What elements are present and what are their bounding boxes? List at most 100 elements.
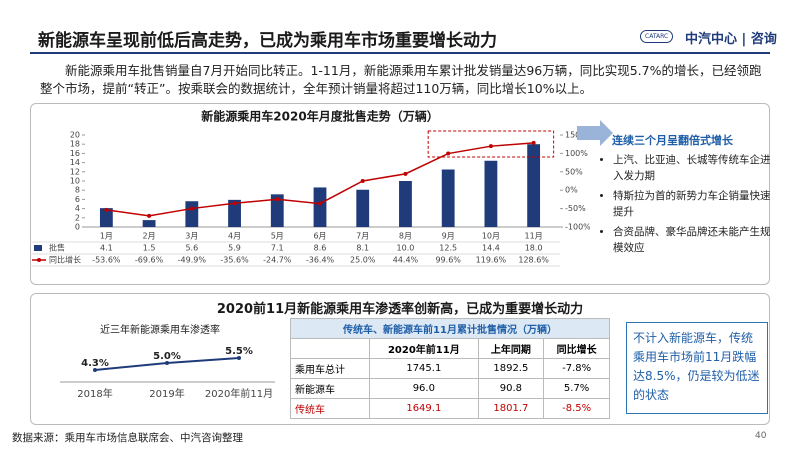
table-cell: 传统车 [289,398,371,419]
y-tick-label: 20 [70,131,80,140]
point [237,356,241,360]
value-label: 14.4 [482,244,500,253]
y-tick-label: 0 [75,223,80,232]
header-cell: 2020年前11月 [369,338,479,359]
point [104,207,109,212]
x-tick-label: 2018年 [77,387,112,400]
point [165,361,169,365]
table-cell: 乘用车总计 [289,358,371,379]
legend-label: 同比增长 [49,255,81,265]
legend-label: 批售 [49,243,65,253]
bar [142,220,156,227]
x-tick-label: 9月 [442,232,455,241]
bar [441,169,455,227]
table-cell: 5.7% [543,378,610,399]
table-cell: 90.8 [477,378,545,399]
y-tick-label: 14 [70,158,80,167]
bar [185,201,199,227]
value-label: 5.0% [153,351,181,362]
table-cell: 1801.7 [477,398,545,419]
header-title: 新能源车呈现前低后高走势，已成为乘用车市场重要增长动力 [38,31,497,51]
y-tick-label: 10 [70,177,80,186]
x-tick-label: 4月 [228,232,241,241]
legend-swatch [34,245,42,251]
y-tick-label: 18 [70,140,80,149]
value-label: 5.5% [225,346,253,357]
y-tick-label: 16 [70,149,80,158]
header-cell: 上年同期 [477,338,545,359]
point [531,140,536,145]
legend-swatch [37,258,41,262]
y-tick-label: 6 [75,195,80,204]
value-label: -49.9% [178,256,207,265]
y2-tick-label: 0% [565,186,578,195]
value-label: 5.6 [185,244,198,253]
table-title: 传统车、新能源车前11月累计批售情况（万辆） [290,318,610,339]
point [403,171,408,176]
bar [527,144,541,227]
table-cell: 新能源车 [289,378,371,399]
table-cell: 1649.1 [369,398,479,419]
header-cell: 同比增长 [543,338,610,359]
bar [270,194,284,227]
page-number: 40 [755,431,767,441]
bar [356,189,370,227]
logo: 中汽中心 | 咨询 [685,32,777,47]
header-rule [30,52,770,54]
header-cell [289,338,371,359]
y2-tick-label: 150% [565,131,588,140]
bar [228,199,241,227]
table-row: 传统车 1649.1 1801.7 -8.5% [289,398,610,419]
bullet: 上汽、比亚迪、长城等传统车企进入发力期 [613,152,773,184]
value-label: 25.0% [350,256,376,265]
point [275,197,280,202]
value-label: 4.3% [81,358,109,369]
value-label: 44.4% [393,256,419,265]
point [446,151,451,156]
value-label: 8.1 [356,244,369,253]
sidebar-heading: 连续三个月呈翻倍式增长 [612,134,733,147]
table-cell: 96.0 [369,378,479,399]
y2-tick-label: 50% [565,167,583,176]
value-label: 1.5 [143,244,156,253]
logo-badge: CATARC [640,30,674,43]
table-cell: 1892.5 [477,358,545,379]
x-tick-label: 2月 [143,232,156,241]
value-label: 10.0 [397,244,415,253]
point [147,213,152,218]
table: 传统车、新能源车前11月累计批售情况（万辆） 2020年前11月 上年同期 同比增长… [289,318,610,419]
value-label: 128.6% [518,256,549,265]
value-label: 4.1 [100,244,113,253]
value-label: -35.6% [220,256,249,265]
x-tick-label: 8月 [399,232,412,241]
table-header: 2020年前11月 上年同期 同比增长 [289,338,610,359]
y-tick-label: 2 [75,213,80,222]
bullet: 合资品牌、豪华品牌还未能产生规模效应 [613,224,773,256]
value-label: 7.1 [271,244,284,253]
table-row: 新能源车 96.0 90.8 5.7% [289,378,610,399]
x-tick-label: 2019年 [149,387,184,400]
point [189,206,194,211]
x-tick-label: 10月 [482,232,500,241]
y2-tick-label: -100% [565,223,590,232]
highlight-box [427,130,555,158]
panel [30,103,770,285]
x-tick-label: 6月 [313,232,326,241]
y-tick-label: 4 [75,204,80,213]
bar [313,187,327,227]
note: 不计入新能源车，传统乘用车市场前11月跌幅达8.5%，仍是较为低迷的状态 [626,322,768,414]
x-tick-label: 3月 [185,232,198,241]
x-tick-label: 2020年前11月 [205,387,273,400]
x-tick-label: 1月 [100,232,113,241]
chart-title: 近三年新能源乘用车渗透率 [100,323,220,336]
bar [399,181,412,227]
point [93,368,97,372]
value-label: -36.4% [306,256,335,265]
table-row: 乘用车总计 1745.1 1892.5 -7.8% [289,358,610,379]
panel [30,293,770,425]
table-cell: 1745.1 [369,358,479,379]
point [318,201,322,206]
chart: 近三年新能源乘用车渗透率 4.3% 2018年 5.0% 2019年 5.5% 2020年前… [60,323,275,400]
